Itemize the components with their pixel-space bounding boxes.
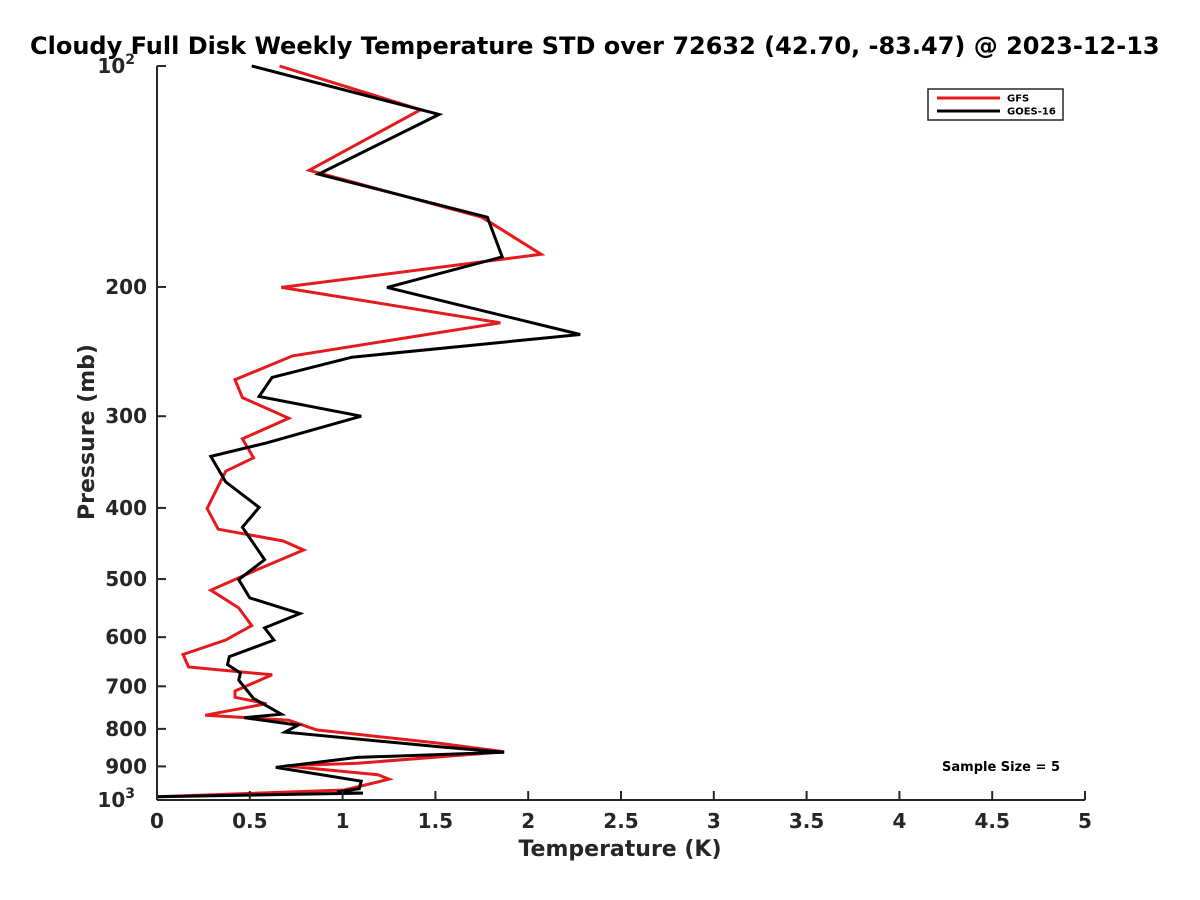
x-tick-label: 1.5: [418, 809, 453, 833]
x-tick-label: 0.5: [232, 809, 267, 833]
series-line-goes-16: [156, 64, 581, 799]
y-tick-label: 300: [105, 404, 147, 428]
y-tick-label: 900: [105, 754, 147, 778]
y-tick-label: 200: [105, 275, 147, 299]
y-tick-label: 102: [97, 52, 135, 78]
y-axis-label: Pressure (mb): [75, 344, 100, 520]
x-tick-label: 1: [336, 809, 350, 833]
y-tick-label: 103: [97, 786, 135, 812]
y-tick-label: 500: [105, 567, 147, 591]
chart-title: Cloudy Full Disk Weekly Temperature STD …: [30, 32, 1160, 60]
legend-label: GOES-16: [1007, 107, 1056, 118]
x-tick-label: 4: [892, 809, 906, 833]
plot-area: [156, 64, 581, 799]
x-axis-label: Temperature (K): [518, 837, 721, 862]
y-tick-label: 400: [105, 496, 147, 520]
x-tick-label: 2: [521, 809, 535, 833]
series-line-gfs: [156, 64, 546, 799]
legend-label: GFS: [1007, 94, 1029, 105]
y-tick-label: 600: [105, 625, 147, 649]
sample-size-annotation: Sample Size = 5: [942, 760, 1060, 775]
x-tick-label: 2.5: [603, 809, 638, 833]
x-tick-label: 4.5: [974, 809, 1009, 833]
legend: GFS GOES-16: [927, 88, 1064, 121]
legend-box: [927, 88, 1064, 121]
x-tick-label: 0: [150, 809, 164, 833]
x-tick-label: 3.5: [789, 809, 824, 833]
x-tick-label: 3: [707, 809, 721, 833]
x-tick-label: 5: [1078, 809, 1092, 833]
y-tick-label: 800: [105, 717, 147, 741]
y-tick-label: 700: [105, 674, 147, 698]
